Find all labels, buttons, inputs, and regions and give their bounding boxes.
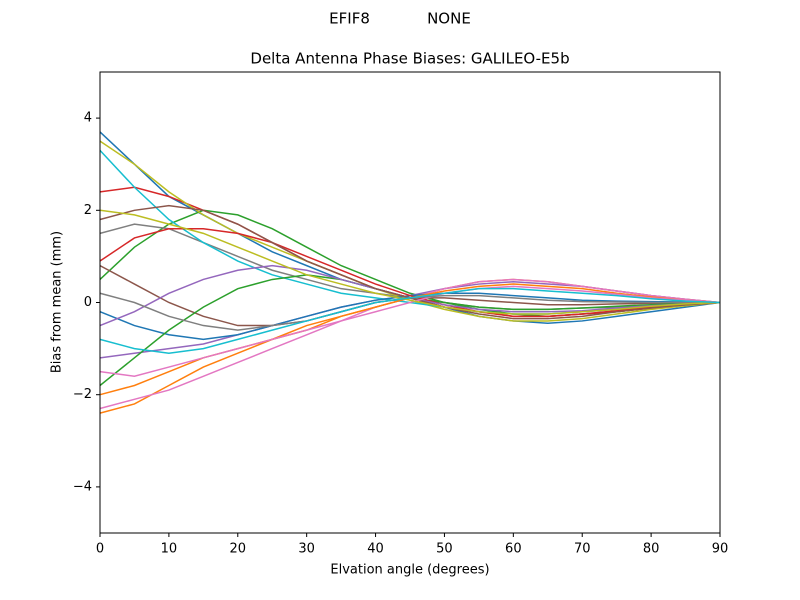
x-tick-label: 30 — [298, 542, 315, 557]
x-axis-label: Elvation angle (degrees) — [330, 563, 489, 578]
x-tick-label: 90 — [712, 542, 729, 557]
series-line — [99, 209, 721, 315]
x-tick-label: 50 — [436, 542, 453, 557]
x-tick-label: 20 — [230, 542, 247, 557]
x-tick-label: 40 — [367, 542, 384, 557]
series-line — [99, 287, 721, 354]
x-tick-label: 60 — [505, 542, 522, 557]
x-tick-label: 0 — [96, 542, 104, 557]
chart-title: Delta Antenna Phase Biases: GALILEO-E5b — [250, 50, 569, 68]
plot-area — [99, 131, 721, 414]
y-axis-label: Bias from mean (mm) — [50, 231, 65, 373]
x-tick-label: 70 — [574, 542, 591, 557]
suptitle: EFIF8 NONE — [329, 10, 471, 28]
y-tick-label: −2 — [73, 387, 92, 402]
y-tick-label: 4 — [84, 111, 92, 126]
y-tick-label: −4 — [73, 479, 92, 494]
series-line — [99, 227, 721, 318]
x-tick-label: 10 — [161, 542, 178, 557]
y-tick-label: 0 — [84, 295, 92, 310]
y-tick-label: 2 — [84, 203, 92, 218]
series-line — [99, 285, 721, 378]
x-tick-label: 80 — [643, 542, 660, 557]
